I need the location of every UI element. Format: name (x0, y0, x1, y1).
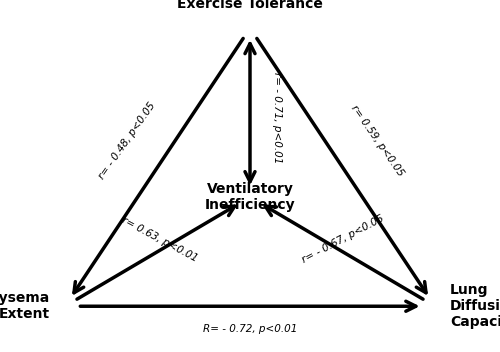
Text: Exercise Tolerance: Exercise Tolerance (177, 0, 323, 11)
Text: r= 0.59, p<0.05: r= 0.59, p<0.05 (349, 103, 406, 178)
Text: r= - 0.48, p<0.05: r= - 0.48, p<0.05 (97, 101, 158, 181)
Text: r= 0.63, p<0.01: r= 0.63, p<0.01 (120, 215, 200, 264)
Text: Emphysema
Extent: Emphysema Extent (0, 291, 50, 321)
Text: Ventilatory
Inefficiency: Ventilatory Inefficiency (204, 182, 296, 212)
Text: r= - 0.67, p<0.05: r= - 0.67, p<0.05 (300, 214, 385, 265)
Text: R= - 0.72, p<0.01: R= - 0.72, p<0.01 (203, 324, 297, 334)
Text: Lung
Diffusing
Capacity: Lung Diffusing Capacity (450, 283, 500, 329)
Text: r= - 0.71, p<0.01: r= - 0.71, p<0.01 (272, 72, 282, 164)
